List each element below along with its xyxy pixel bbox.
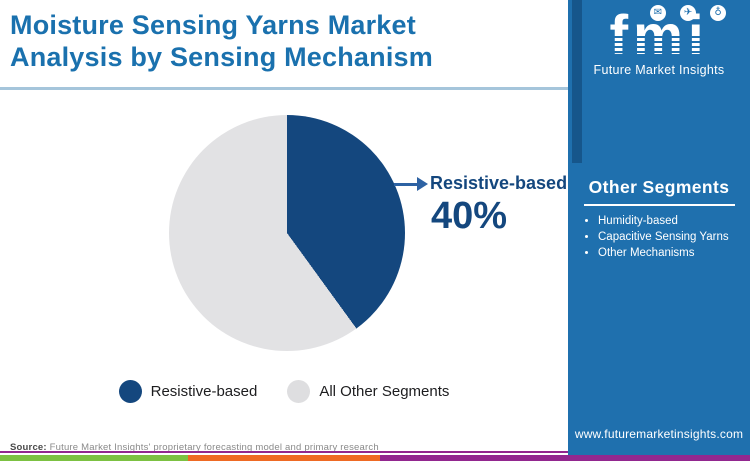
fmi-logo: fmi ✉ ✈ ♁ Future Market Insights (568, 0, 750, 90)
legend-label: Resistive-based (150, 383, 258, 400)
callout-arrow-head-icon (417, 177, 428, 191)
footer-stripe-green (0, 455, 188, 461)
page-title-line2: Analysis by Sensing Mechanism (10, 41, 433, 72)
legend-dot-resistive (118, 380, 142, 403)
source-note: Source: Future Market Insights' propriet… (10, 442, 379, 453)
legend-label: All Other Segments (319, 383, 450, 400)
legend-dot-other (287, 380, 311, 403)
other-segments-list: Humidity-based Capacitive Sensing Yarns … (598, 213, 746, 261)
callout-arrow (394, 183, 419, 186)
footer-stripe-purple (380, 455, 750, 461)
page-title: Moisture Sensing Yarns Market Analysis b… (10, 10, 566, 74)
fmi-logo-icons: ✉ ✈ ♁ (568, 5, 750, 22)
callout-label: Resistive-based (430, 173, 568, 193)
source-text: Future Market Insights' proprietary fore… (46, 442, 379, 453)
legend-item-other: All Other Segments (287, 380, 449, 403)
legend-item-resistive: Resistive-based (118, 380, 258, 403)
title-divider (0, 87, 568, 90)
plane-icon: ✈ (680, 5, 696, 21)
other-segments-underline (584, 204, 735, 206)
list-item: Capacitive Sensing Yarns (598, 229, 746, 245)
list-item: Other Mechanisms (598, 245, 746, 261)
source-label: Source: (10, 442, 47, 453)
globe-icon: ♁ (710, 5, 726, 21)
other-segments-heading: Other Segments (588, 177, 730, 197)
footer-hairline (0, 451, 568, 453)
fmi-logo-tagline: Future Market Insights (593, 63, 725, 77)
footer-stripe-orange (188, 455, 380, 461)
fmi-logo-stripes (590, 33, 728, 60)
list-item: Humidity-based (598, 213, 746, 229)
mail-icon: ✉ (650, 5, 666, 21)
page-title-line1: Moisture Sensing Yarns Market (10, 10, 416, 40)
sidebar: fmi ✉ ✈ ♁ Future Market Insights Other S… (568, 0, 750, 455)
website-url: www.futuremarketinsights.com (574, 427, 744, 441)
pie-chart (169, 115, 405, 351)
chart-legend: Resistive-based All Other Segments (0, 380, 568, 403)
main-panel: Moisture Sensing Yarns Market Analysis b… (0, 10, 568, 453)
callout-value: 40% (431, 195, 508, 237)
sidebar-shade (572, 0, 582, 163)
